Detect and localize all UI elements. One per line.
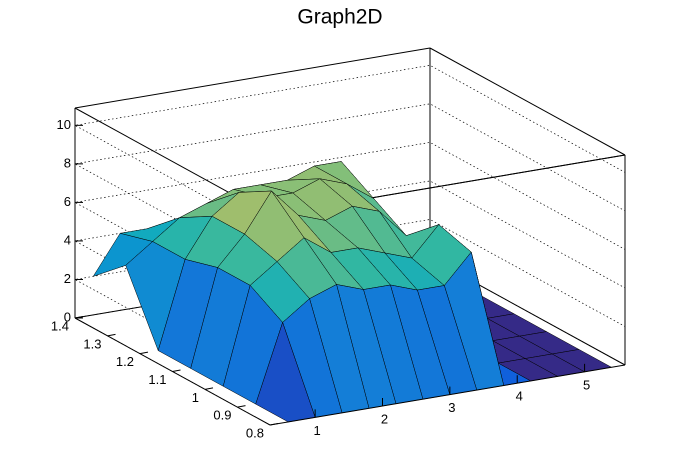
y-tick <box>237 405 246 408</box>
x-tick-label: 3 <box>448 400 455 415</box>
x-tick-label: 1 <box>314 423 321 438</box>
y-tick-label: 1 <box>192 390 199 405</box>
box-edge <box>429 47 626 156</box>
y-tick <box>139 351 149 355</box>
y-tick-label: 0.8 <box>246 425 264 440</box>
x-tick-label: 5 <box>583 377 590 392</box>
y-tick <box>269 423 279 426</box>
z-tick-label: 4 <box>64 232 71 247</box>
z-tick-label: 6 <box>64 194 71 209</box>
box-edge <box>74 47 431 109</box>
y-tick <box>204 387 214 390</box>
y-tick <box>107 333 116 337</box>
chart-title: Graph2D <box>297 6 382 29</box>
y-tick-label: 1.2 <box>116 354 134 369</box>
x-axis <box>269 364 626 426</box>
y-tick-label: 1.4 <box>51 318 69 333</box>
y-tick-label: 1.3 <box>83 336 101 351</box>
x-tick-label: 2 <box>381 411 388 426</box>
z-tick-label: 0 <box>64 309 71 324</box>
y-tick <box>74 316 84 319</box>
y-tick <box>172 369 181 372</box>
z-tick-label: 10 <box>57 117 71 132</box>
z-tick-label: 8 <box>64 155 71 170</box>
z-tick-label: 2 <box>64 271 71 286</box>
x-tick-label: 4 <box>516 389 523 404</box>
y-tick-label: 0.9 <box>213 408 231 423</box>
y-tick-label: 1.1 <box>148 372 166 387</box>
